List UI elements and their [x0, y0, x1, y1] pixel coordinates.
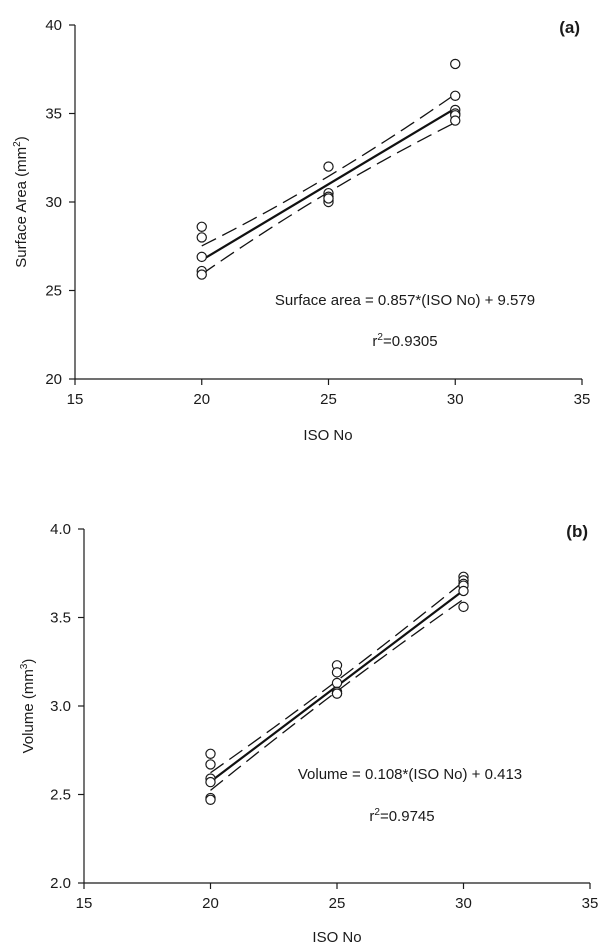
y-label-superscript: 3 — [19, 663, 30, 669]
y-tick-label: 4.0 — [50, 521, 71, 538]
x-tick-label: 30 — [447, 391, 464, 408]
y-label-superscript: 2 — [12, 141, 23, 147]
x-axis-label: ISO No — [303, 427, 352, 444]
x-tick-label: 15 — [67, 391, 84, 408]
y-label-main: Volume (mm — [20, 669, 37, 753]
data-point — [196, 221, 207, 232]
data-point — [458, 601, 469, 613]
data-point — [331, 688, 343, 699]
data-points — [205, 571, 469, 806]
confidence-bands — [210, 581, 464, 791]
data-point — [196, 251, 207, 263]
data-point — [205, 759, 216, 770]
y-label-tail: ) — [20, 659, 37, 664]
x-axis-label: ISO No — [312, 929, 361, 946]
regression-line-group — [201, 107, 456, 262]
r2-prefix: r — [369, 808, 374, 825]
panel-label: (b) — [566, 522, 588, 541]
r-squared-label: r2=0.9305 — [372, 332, 437, 350]
data-point — [323, 193, 334, 204]
axis-ticks: 15 20 25 30 35 20 25 30 35 40 — [45, 17, 590, 408]
regression-equation: Volume = 0.108*(ISO No) + 0.413 — [298, 766, 522, 783]
y-tick-label: 30 — [45, 194, 62, 211]
x-tick-label: 30 — [455, 895, 472, 912]
r2-value: =0.9305 — [383, 333, 438, 350]
y-tick-label: 40 — [45, 17, 62, 34]
x-tick-label: 20 — [193, 391, 210, 408]
y-tick-label: 3.0 — [50, 698, 71, 715]
data-point — [205, 776, 216, 788]
data-point — [323, 161, 334, 172]
y-label-tail: ) — [13, 136, 30, 141]
y-axis-label: Volume (mm3) — [19, 659, 37, 754]
panel-label: (a) — [559, 18, 580, 37]
r2-prefix: r — [372, 333, 377, 350]
data-point — [196, 269, 207, 280]
r2-superscript: 2 — [377, 332, 383, 343]
data-point — [458, 585, 469, 597]
y-label-main: Surface Area (mm — [13, 147, 30, 268]
data-point — [450, 90, 461, 102]
chart-panel-b: 15 20 25 30 35 2.0 2.5 3.0 3.5 4.0 (b) Volume = 0… — [19, 521, 598, 946]
r2-value: =0.9745 — [380, 808, 435, 825]
y-tick-label: 3.5 — [50, 610, 71, 627]
x-tick-label: 15 — [76, 895, 93, 912]
x-tick-label: 25 — [320, 391, 337, 408]
data-point — [331, 677, 343, 689]
x-tick-label: 25 — [329, 895, 346, 912]
chart-panel-a: 15 20 25 30 35 20 25 30 35 40 (a) Surface area = … — [12, 17, 590, 444]
upper-confidence-line — [201, 93, 456, 247]
y-tick-label: 20 — [45, 371, 62, 388]
r-squared-label: r2=0.9745 — [369, 807, 434, 825]
regression-line — [201, 107, 456, 262]
y-tick-label: 35 — [45, 106, 62, 123]
r2-superscript: 2 — [374, 807, 380, 818]
data-point — [205, 794, 216, 806]
x-tick-label: 35 — [574, 391, 591, 408]
data-points — [196, 58, 461, 280]
y-tick-label: 2.0 — [50, 875, 71, 892]
x-tick-label: 35 — [582, 895, 599, 912]
data-point — [205, 748, 216, 759]
y-tick-label: 2.5 — [50, 787, 71, 804]
data-point — [450, 115, 461, 126]
axis-ticks: 15 20 25 30 35 2.0 2.5 3.0 3.5 4.0 — [50, 521, 598, 912]
data-point — [450, 58, 461, 70]
y-axis-label: Surface Area (mm2) — [12, 136, 30, 267]
x-tick-label: 20 — [202, 895, 219, 912]
data-point — [196, 232, 207, 243]
y-tick-label: 25 — [45, 283, 62, 300]
data-point — [331, 667, 343, 678]
regression-equation: Surface area = 0.857*(ISO No) + 9.579 — [275, 292, 535, 309]
lower-confidence-line — [210, 598, 464, 791]
upper-confidence-line — [210, 581, 464, 774]
